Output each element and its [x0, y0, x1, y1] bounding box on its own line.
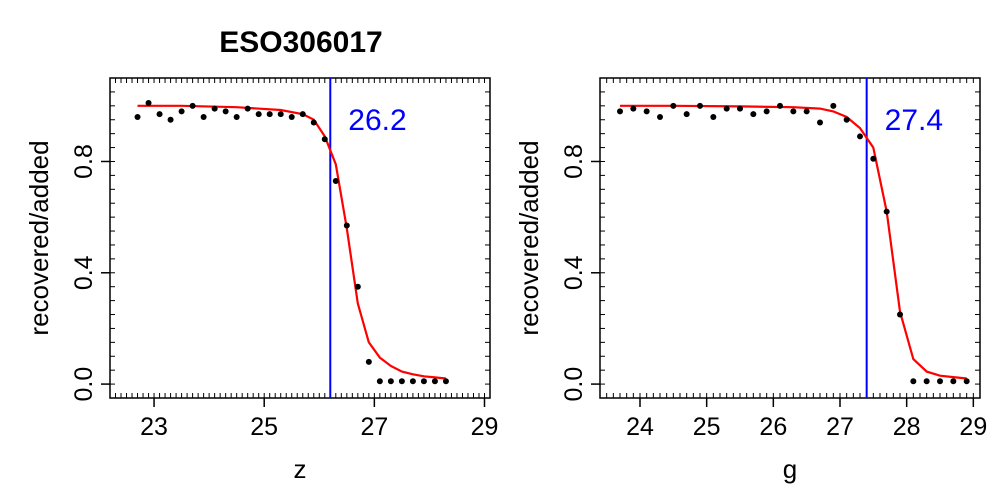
cutoff-label: 26.2	[348, 104, 406, 137]
data-point	[737, 105, 743, 112]
data-point	[134, 113, 141, 120]
x-axis-label: g	[783, 454, 797, 484]
y-tick-label: 0.8	[70, 144, 98, 179]
figure-title: ESO306017	[219, 26, 382, 59]
data-point	[923, 378, 930, 385]
plot-frame	[599, 77, 981, 399]
data-point	[420, 378, 427, 385]
x-axis-label: z	[294, 454, 307, 484]
x-tick-label: 25	[693, 413, 721, 441]
data-point	[643, 108, 650, 115]
data-point	[189, 102, 196, 109]
data-point	[763, 108, 770, 115]
data-point	[442, 378, 449, 385]
x-tick-label: 23	[140, 413, 168, 441]
plot-frame	[109, 77, 491, 399]
data-point	[288, 113, 295, 120]
x-tick-label: 25	[250, 413, 278, 441]
data-point	[211, 105, 218, 112]
data-point	[830, 102, 837, 109]
data-point	[376, 378, 383, 385]
data-point	[950, 378, 957, 385]
data-point	[343, 222, 350, 229]
x-tick-label: 29	[471, 413, 499, 441]
data-point	[803, 108, 810, 115]
panel-g: 24 25 26 27 28 29 0.0 0.4 0.8 g recovered/added 27.…	[514, 77, 987, 484]
data-point	[683, 111, 690, 118]
data-point	[697, 102, 703, 109]
data-point	[870, 155, 877, 162]
data-point	[910, 378, 917, 385]
data-point	[365, 358, 372, 365]
data-point	[310, 119, 317, 126]
x-tick-label: 26	[759, 413, 787, 441]
data-point	[222, 108, 229, 115]
y-axis-label: recovered/added	[514, 140, 544, 335]
data-point	[937, 378, 943, 385]
data-point	[321, 136, 328, 143]
data-point	[398, 378, 405, 385]
data-point	[178, 108, 185, 115]
y-tick-label: 0.0	[70, 367, 98, 402]
data-point	[167, 116, 174, 123]
data-point	[156, 111, 163, 118]
panel-z: 23 25 27 29 0.0 0.4 0.8 z recovered/added 26.2	[24, 77, 499, 484]
x-tick-label: 28	[893, 413, 921, 441]
data-point	[790, 108, 797, 115]
data-point	[277, 111, 284, 118]
data-point	[817, 119, 823, 126]
data-point	[233, 113, 240, 120]
data-point	[843, 116, 850, 123]
x-tick-label: 27	[360, 413, 388, 441]
x-tick-label: 27	[826, 413, 854, 441]
data-point	[387, 378, 394, 385]
data-point	[723, 105, 730, 112]
data-point	[710, 113, 717, 120]
x-tick-label: 24	[626, 413, 654, 441]
y-tick-label: 0.4	[70, 255, 98, 290]
fit-curve	[620, 104, 967, 380]
y-tick-label: 0.8	[560, 144, 588, 179]
data-point	[777, 102, 783, 109]
data-point	[244, 105, 251, 112]
data-point	[332, 177, 339, 184]
data-point	[750, 111, 757, 118]
data-point	[670, 102, 677, 109]
data-point	[255, 111, 262, 118]
data-point	[963, 378, 970, 385]
data-point	[409, 378, 416, 385]
data-point	[145, 100, 152, 107]
data-point	[354, 283, 361, 290]
data-point	[883, 208, 890, 215]
data-point	[617, 108, 623, 115]
y-tick-label: 0.4	[560, 255, 588, 290]
data-point	[266, 111, 273, 118]
x-tick-label: 29	[959, 413, 987, 441]
fit-curve	[137, 104, 447, 380]
data-point	[657, 113, 663, 120]
data-point	[897, 311, 903, 318]
cutoff-label: 27.4	[885, 104, 943, 137]
data-point	[200, 113, 207, 120]
y-axis-label: recovered/added	[24, 140, 54, 335]
data-point	[299, 111, 306, 118]
y-tick-label: 0.0	[560, 367, 588, 402]
data-point	[630, 105, 637, 112]
data-point	[857, 133, 863, 140]
data-point	[431, 378, 438, 385]
